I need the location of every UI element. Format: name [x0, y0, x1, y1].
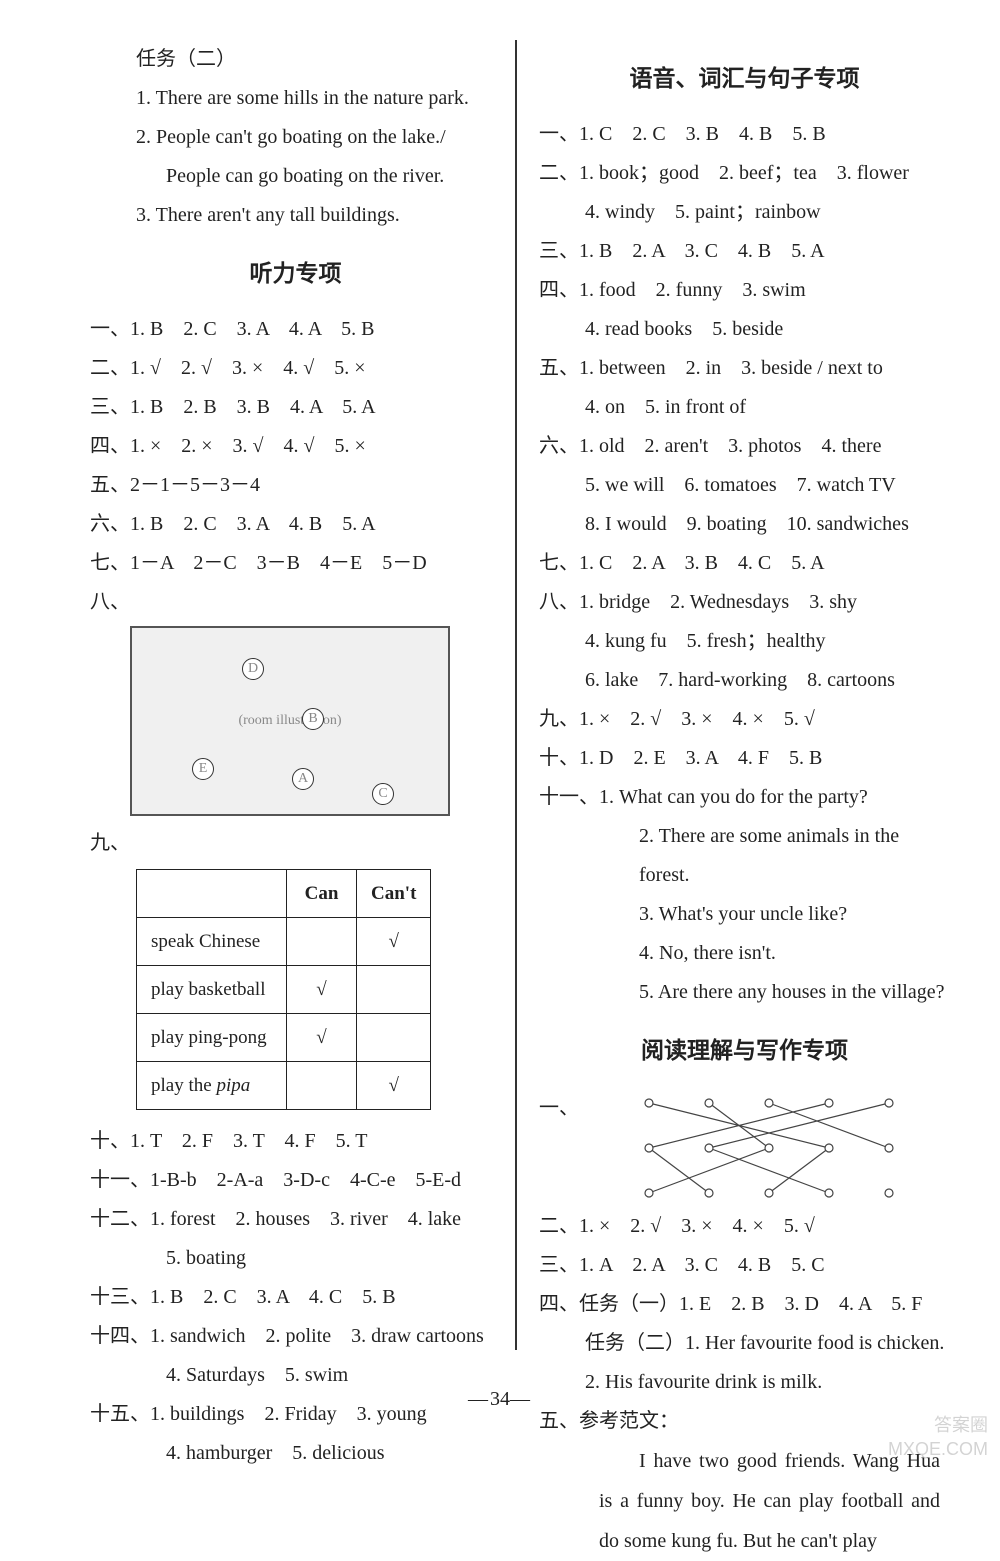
- v1: 一、1. C 2. C 3. B 4. B 5. B: [539, 115, 950, 154]
- td: play ping-pong: [137, 1013, 287, 1061]
- wm-l1: 答案圈: [888, 1414, 988, 1437]
- td: [287, 917, 357, 965]
- ls-3: 三、1. B 2. B 3. B 4. A 5. A: [90, 388, 501, 427]
- v8: 八、1. bridge 2. Wednesdays 3. shy: [539, 583, 950, 622]
- th-1: Can: [287, 869, 357, 917]
- vocab-title: 语音、词汇与句子专项: [539, 56, 950, 101]
- can-cant-table: Can Can't speak Chinese √ play basketbal…: [136, 869, 431, 1110]
- v11c: 3. What's your uncle like?: [539, 895, 950, 934]
- v11: 十一、1. What can you do for the party?: [539, 778, 950, 817]
- t2-l2: 2. People can't go boating on the lake./: [90, 118, 501, 157]
- v5b: 4. on 5. in front of: [539, 388, 950, 427]
- td: [357, 1013, 431, 1061]
- v9: 九、1. × 2. √ 3. × 4. × 5. √: [539, 700, 950, 739]
- v7: 七、1. C 2. A 3. B 4. C 5. A: [539, 544, 950, 583]
- v2: 二、1. book；good 2. beef；tea 3. flower: [539, 154, 950, 193]
- matching-diagram: [619, 1093, 919, 1203]
- r-13: 十三、1. B 2. C 3. A 4. C 5. B: [90, 1278, 501, 1317]
- td: speak Chinese: [137, 917, 287, 965]
- v3: 三、1. B 2. A 3. C 4. B 5. A: [539, 232, 950, 271]
- r-11: 十一、1-B-b 2-A-a 3-D-c 4-C-e 5-E-d: [90, 1161, 501, 1200]
- room-letter-d: D: [242, 658, 264, 680]
- matching-block: 一、: [539, 1087, 950, 1207]
- rd4: 四、任务（一）1. E 2. B 3. D 4. A 5. F: [539, 1285, 950, 1324]
- ls-8: 八、: [90, 583, 501, 622]
- table-header-row: Can Can't: [137, 869, 431, 917]
- ls-4: 四、1. × 2. × 3. √ 4. √ 5. ×: [90, 427, 501, 466]
- room-illustration: (room illustration) D B E A C: [130, 626, 450, 816]
- ls-7: 七、1－A 2－C 3－B 4－E 5－D: [90, 544, 501, 583]
- room-letter-a: A: [292, 768, 314, 790]
- room-letter-b: B: [302, 708, 324, 730]
- ls-6: 六、1. B 2. C 3. A 4. B 5. A: [90, 505, 501, 544]
- th-2: Can't: [357, 869, 431, 917]
- wm-l2: MXQE.COM: [888, 1438, 988, 1461]
- two-column-layout: 任务（二） 1. There are some hills in the nat…: [40, 40, 960, 1380]
- r-15b: 4. hamburger 5. delicious: [90, 1434, 501, 1473]
- td: √: [287, 965, 357, 1013]
- v4: 四、1. food 2. funny 3. swim: [539, 271, 950, 310]
- v10: 十、1. D 2. E 3. A 4. F 5. B: [539, 739, 950, 778]
- r-14b: 4. Saturdays 5. swim: [90, 1356, 501, 1395]
- reading-title: 阅读理解与写作专项: [539, 1028, 950, 1073]
- rd2: 二、1. × 2. √ 3. × 4. × 5. √: [539, 1207, 950, 1246]
- td: play basketball: [137, 965, 287, 1013]
- td: √: [287, 1013, 357, 1061]
- v6: 六、1. old 2. aren't 3. photos 4. there: [539, 427, 950, 466]
- t2-l3: 3. There aren't any tall buildings.: [90, 196, 501, 235]
- t2-l2b: People can go boating on the river.: [90, 157, 501, 196]
- r-15: 十五、1. buildings 2. Friday 3. young: [90, 1395, 501, 1434]
- watermark: 答案圈 MXQE.COM: [888, 1414, 988, 1461]
- td-text: play the pipa: [151, 1075, 250, 1096]
- v11b: 2. There are some animals in the forest.: [539, 817, 950, 895]
- task2-label: 任务（二）: [90, 40, 501, 79]
- r-14: 十四、1. sandwich 2. polite 3. draw cartoon…: [90, 1317, 501, 1356]
- rd3: 三、1. A 2. A 3. C 4. B 5. C: [539, 1246, 950, 1285]
- r-12: 十二、1. forest 2. houses 3. river 4. lake: [90, 1200, 501, 1239]
- room-letter-c: C: [372, 783, 394, 805]
- room-placeholder-text: (room illustration): [238, 707, 341, 734]
- v11d: 4. No, there isn't.: [539, 934, 950, 973]
- ls-1: 一、1. B 2. C 3. A 4. A 5. B: [90, 310, 501, 349]
- v6b: 5. we will 6. tomatoes 7. watch TV: [539, 466, 950, 505]
- td: √: [357, 917, 431, 965]
- right-column: 语音、词汇与句子专项 一、1. C 2. C 3. B 4. B 5. B 二、…: [517, 40, 960, 1380]
- table-row: play basketball √: [137, 965, 431, 1013]
- left-column: 任务（二） 1. There are some hills in the nat…: [40, 40, 515, 1380]
- table-row: play ping-pong √: [137, 1013, 431, 1061]
- td: [287, 1062, 357, 1110]
- ls-2: 二、1. √ 2. √ 3. × 4. √ 5. ×: [90, 349, 501, 388]
- r-10: 十、1. T 2. F 3. T 4. F 5. T: [90, 1122, 501, 1161]
- table-row: speak Chinese √: [137, 917, 431, 965]
- rd4b: 任务（二）1. Her favourite food is chicken.: [539, 1324, 950, 1363]
- listening-title: 听力专项: [90, 251, 501, 296]
- t2-l1: 1. There are some hills in the nature pa…: [90, 79, 501, 118]
- matching-label: 一、: [539, 1087, 579, 1128]
- v4b: 4. read books 5. beside: [539, 310, 950, 349]
- v11e: 5. Are there any houses in the village?: [539, 973, 950, 1012]
- room-letter-e: E: [192, 758, 214, 780]
- td: √: [357, 1062, 431, 1110]
- table-row: play the pipa √: [137, 1062, 431, 1110]
- td: play the pipa: [137, 1062, 287, 1110]
- rd4c: 2. His favourite drink is milk.: [539, 1363, 950, 1402]
- td: [357, 965, 431, 1013]
- th-0: [137, 869, 287, 917]
- v8c: 6. lake 7. hard-working 8. cartoons: [539, 661, 950, 700]
- v8b: 4. kung fu 5. fresh；healthy: [539, 622, 950, 661]
- r-12b: 5. boating: [90, 1239, 501, 1278]
- v2b: 4. windy 5. paint；rainbow: [539, 193, 950, 232]
- ls-5: 五、2－1－5－3－4: [90, 466, 501, 505]
- nine-label: 九、: [90, 824, 501, 863]
- v6c: 8. I would 9. boating 10. sandwiches: [539, 505, 950, 544]
- v5: 五、1. between 2. in 3. beside / next to: [539, 349, 950, 388]
